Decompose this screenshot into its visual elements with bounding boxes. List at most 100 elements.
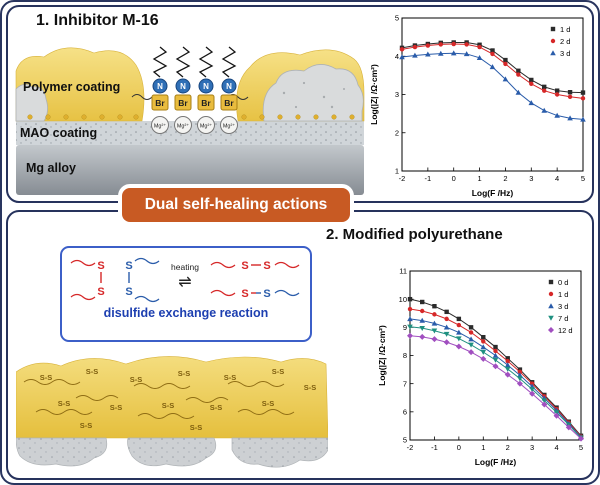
ss-bond-label: S-S [272,367,285,376]
inhibitor-molecule: N Br Mg²⁺ [174,46,192,134]
inhibitor-molecule: N Br Mg²⁺ [197,46,215,134]
svg-text:5: 5 [579,443,583,452]
svg-text:4: 4 [395,52,399,61]
ss-bond-labels: S-S S-S S-S S-S S-S S-S S-S S-S S-S S-S … [40,367,317,432]
mg-ion-label: Mg²⁺ [154,123,166,130]
sulfur-label: S [125,286,132,298]
svg-text:9: 9 [403,323,407,332]
eis-chart-inhibitor: -2 -1 0 1 2 3 4 5 1 2 3 4 5 Log(F /Hz) Log(|Z| /Ω·cm²)… [369,14,586,198]
svg-text:5: 5 [403,436,407,445]
svg-text:3 d: 3 d [560,49,570,58]
inhibitor-dots [27,114,355,120]
svg-text:2: 2 [503,174,507,183]
sulfur-label: S [97,260,104,272]
ss-bond-label: S-S [304,383,317,392]
svg-text:Log(|Z| /Ω·cm²): Log(|Z| /Ω·cm²) [377,325,387,386]
dual-self-healing-banner: Dual self-healing actions [122,188,350,222]
red-chain-squiggle [274,261,300,269]
blue-chain-squiggle [134,295,160,303]
br-label: Br [178,98,188,108]
n-label: N [226,82,232,91]
alkyl-chain-zigzag [221,46,237,78]
polyurethane-layer [16,356,328,439]
mg-ion-label: Mg²⁺ [177,123,189,130]
svg-text:Log(|Z| /Ω·cm²): Log(|Z| /Ω·cm²) [369,64,379,125]
n-label: N [157,82,163,91]
br-group [220,94,238,111]
svg-text:3: 3 [529,174,533,183]
mg-alloy-layer [16,145,364,195]
red-chain-squiggle [70,259,96,267]
inhibitor-schematic: N Br Mg²⁺ N Br Mg²⁺ N Br [15,46,365,195]
svg-text:0: 0 [457,443,461,452]
svg-text:8: 8 [403,351,407,360]
polymer-chain-squiggles [23,379,295,419]
disulfide-reaction-box: S S S S heating ⇌ S S S S disulfide [60,246,312,342]
rocky-mass-left [15,84,48,122]
br-group [151,94,169,111]
br-group [174,94,192,111]
svg-text:1: 1 [481,443,485,452]
eis-chart-polyurethane: -2 -1 0 1 2 3 4 5 5 6 7 8 9 10 11 Log(F /Hz) Log(|Z| /Ω·… [377,267,584,467]
substrate-rocks [16,437,328,468]
panel-polyurethane: 2. Modified polyurethane S S S S heating… [6,210,594,480]
ss-bond-label: S-S [190,423,203,432]
red-chain-squiggle [210,289,236,297]
polymer-coating-left [15,47,145,122]
svg-text:5: 5 [581,174,585,183]
br-label: Br [224,98,234,108]
svg-text:3: 3 [395,90,399,99]
svg-text:0 d: 0 d [558,278,568,287]
panel2-title: 2. Modified polyurethane [326,226,503,243]
rocky-mass-right [262,64,364,122]
sulfur-label: S [263,288,270,300]
n-head-group [152,78,168,94]
disulfide-reaction-scheme: S S S S heating ⇌ S S S S [70,257,300,303]
n-label: N [180,82,186,91]
polymer-coating-label: Polymer coating [23,80,120,94]
side-chain-left [131,94,153,100]
svg-text:10: 10 [399,295,407,304]
svg-text:3: 3 [530,443,534,452]
mg-ion [174,116,192,134]
red-chain-squiggle [210,261,236,269]
sulfur-label: S [97,286,104,298]
svg-text:Log(F /Hz): Log(F /Hz) [475,457,517,467]
svg-text:2: 2 [395,128,399,137]
sulfur-label: S [263,260,270,272]
svg-text:3 d: 3 d [558,302,568,311]
br-label: Br [201,98,211,108]
sulfur-label: S [241,288,248,300]
sulfur-label: S [125,260,132,272]
svg-text:4: 4 [555,174,559,183]
svg-text:1 d: 1 d [558,290,568,299]
inhibitor-molecule: N Br Mg²⁺ [220,46,238,134]
alkyl-chain-zigzag [198,46,214,78]
n-head-group [175,78,191,94]
red-chain-squiggle [70,293,96,301]
mg-ion-label: Mg²⁺ [200,123,212,130]
ss-bond-label: S-S [40,373,53,382]
mg-ion [220,116,238,134]
svg-text:4: 4 [554,443,558,452]
ss-bond-label: S-S [162,401,175,410]
svg-text:-1: -1 [431,443,438,452]
blue-chain-squiggle [274,289,300,297]
ss-bond-label: S-S [80,421,93,430]
inhibitor-molecules: N Br Mg²⁺ N Br Mg²⁺ N Br [151,46,238,134]
br-group [197,94,215,111]
br-label: Br [155,98,165,108]
ss-bond-label: S-S [210,403,223,412]
ss-bond-label: S-S [130,375,143,384]
polyurethane-coating-schematic: S-S S-S S-S S-S S-S S-S S-S S-S S-S S-S … [16,356,328,468]
svg-text:1: 1 [395,167,399,176]
panel1-title: 1. Inhibitor M-16 [36,12,159,29]
svg-text:-2: -2 [407,443,414,452]
equilibrium-arrows: ⇌ [178,274,191,291]
mg-ion-label: Mg²⁺ [223,123,235,130]
n-head-group [221,78,237,94]
blue-chain-squiggle [134,257,160,265]
ss-bond-label: S-S [86,367,99,376]
mg-ion [197,116,215,134]
reaction-caption: disulfide exchange reaction [103,306,269,320]
